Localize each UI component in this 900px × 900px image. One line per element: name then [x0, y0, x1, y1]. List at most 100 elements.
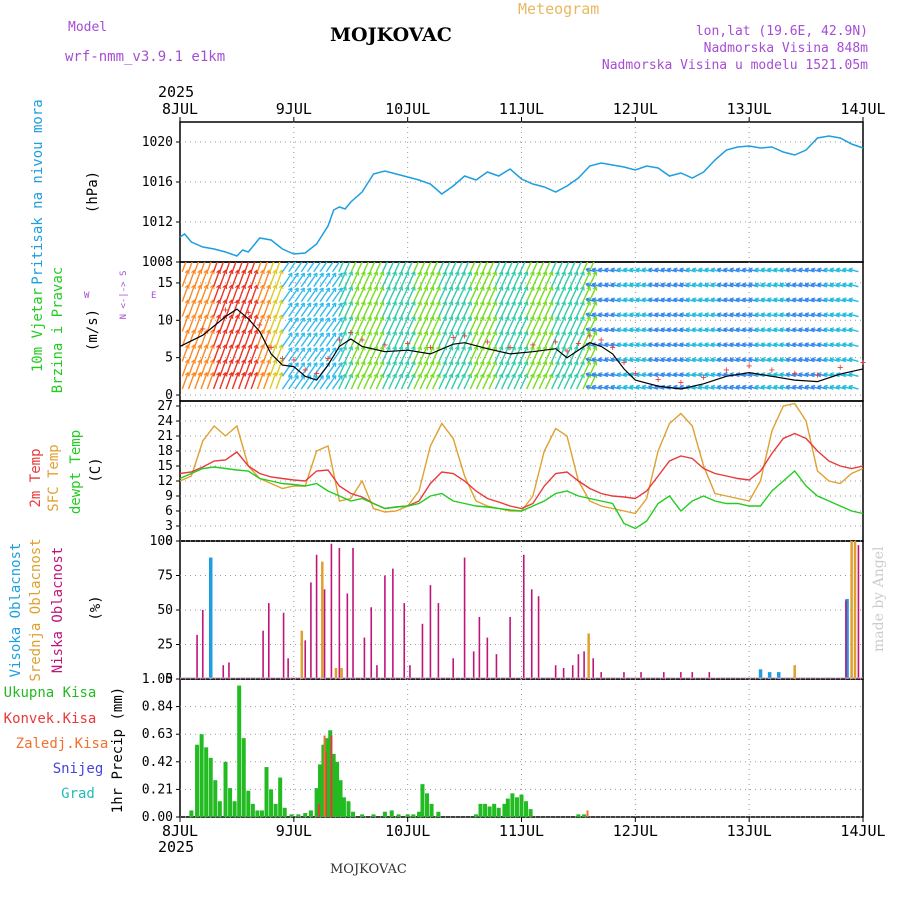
- wind-arrow: [275, 372, 283, 390]
- wind-arrow-head: [454, 286, 459, 290]
- wind-arrow-head: [319, 347, 324, 351]
- wind-arrow: [294, 375, 306, 390]
- wind-arrow-head: [829, 343, 834, 348]
- wind-arrow-head: [216, 314, 220, 318]
- gust-marker: +: [325, 354, 331, 365]
- wind-arrow-head: [598, 328, 602, 333]
- wind-arrow: [544, 262, 551, 273]
- wind-arrow-head: [648, 328, 652, 333]
- wind-arrow-head: [554, 330, 559, 335]
- precip-legend-label: Snijeg: [53, 761, 104, 777]
- wind-arrow-head: [829, 328, 834, 333]
- y-tick-label: 50: [157, 603, 173, 618]
- wind-arrow: [469, 286, 478, 302]
- wind-arrow-head: [198, 255, 201, 258]
- wind-arrow-head: [748, 298, 752, 303]
- cloud-bar: [392, 568, 394, 679]
- wind-arrow-head: [804, 358, 809, 363]
- wind-arrow-head: [203, 314, 208, 318]
- wind-arrow-head: [586, 330, 591, 335]
- wind-arrow-head: [704, 283, 709, 288]
- wind-arrow: [582, 262, 589, 273]
- wind-arrow-head: [785, 358, 790, 363]
- wind-arrow: [438, 301, 447, 317]
- wind-arrow: [463, 286, 472, 302]
- wind-arrow-head: [616, 313, 621, 318]
- wind-arrow-head: [294, 302, 299, 306]
- wind-arrow-head: [393, 257, 396, 259]
- wind-arrow-head: [735, 283, 740, 288]
- wind-arrow: [569, 361, 579, 377]
- wind-arrow-head: [338, 302, 343, 306]
- cloud-bar: [571, 665, 574, 679]
- wind-arrow: [187, 299, 196, 317]
- wind-arrow: [281, 362, 293, 377]
- wind-arrow: [313, 375, 324, 390]
- wind-arrow-head: [660, 268, 665, 273]
- wind-arrow-head: [704, 343, 709, 348]
- wind-arrow-head: [810, 386, 815, 390]
- wind-arrow-head: [442, 271, 447, 275]
- cloud-bar: [346, 593, 349, 679]
- wind-arrow-head: [517, 301, 522, 305]
- wind-arrow: [231, 269, 240, 287]
- wind-arrow-head: [767, 268, 771, 273]
- wind-arrow-head: [307, 258, 311, 260]
- wind-arrow: [187, 329, 196, 347]
- wind-arrow: [444, 373, 453, 390]
- precip-legend-label: Konvek.Kisa: [4, 711, 97, 727]
- wind-arrow-head: [710, 373, 715, 378]
- wind-arrow-head: [542, 360, 547, 365]
- wind-arrow: [269, 329, 277, 347]
- precip-bar: [330, 735, 333, 817]
- wind-arrow-head: [654, 343, 659, 348]
- wind-arrow-head: [319, 362, 324, 365]
- gust-marker: +: [427, 342, 433, 353]
- wind-arrow: [288, 375, 299, 390]
- wind-arrow-head: [234, 344, 239, 348]
- wind-arrow: [525, 331, 535, 347]
- wind-arrow: [388, 262, 395, 273]
- wind-arrow-head: [209, 372, 214, 376]
- wind-arrow: [576, 331, 585, 347]
- wind-arrow-head: [342, 345, 347, 350]
- wind-arrow: [219, 344, 227, 362]
- wind-arrow-head: [354, 360, 359, 365]
- precip-bar: [269, 789, 274, 817]
- cloud-bar: [352, 547, 354, 679]
- wind-arrow-head: [817, 373, 821, 378]
- wind-arrow-head: [270, 255, 271, 259]
- wind-arrow: [256, 269, 265, 287]
- wind-arrow-head: [436, 301, 441, 305]
- wind-arrow-head: [294, 362, 299, 365]
- wind-arrow-head: [735, 268, 740, 273]
- wind-arrow-head: [248, 255, 251, 258]
- wind-arrow-head: [580, 301, 585, 305]
- wind-arrow-head: [203, 359, 208, 363]
- wind-arrow: [450, 346, 460, 362]
- wind-arrow-head: [191, 284, 195, 289]
- wind-arrow: [363, 262, 370, 273]
- wind-arrow-head: [723, 358, 727, 363]
- wind-arrow-head: [436, 271, 441, 275]
- wind-arrow-head: [436, 345, 441, 350]
- wind-arrow: [363, 271, 372, 287]
- wind-arrow-head: [282, 255, 283, 259]
- wind-arrow-head: [331, 272, 336, 276]
- wind-arrow: [532, 346, 541, 362]
- wind-arrow: [306, 332, 318, 347]
- wind-arrow-head: [486, 286, 491, 290]
- wind-arrow-head: [704, 386, 709, 390]
- wind-arrow-head: [410, 345, 415, 350]
- wind-arrow-head: [486, 360, 491, 365]
- wind-arrow: [494, 331, 503, 347]
- wind-arrow: [582, 331, 591, 347]
- wind-arrow: [388, 271, 397, 287]
- wind-arrow: [432, 262, 439, 273]
- wind-arrow-head: [461, 316, 466, 320]
- wind-arrow-head: [586, 301, 591, 305]
- wind-arrow-head: [529, 316, 534, 320]
- cloud-bar: [793, 665, 796, 679]
- y-tick-label: 1016: [142, 175, 173, 190]
- wind-arrow: [269, 372, 277, 390]
